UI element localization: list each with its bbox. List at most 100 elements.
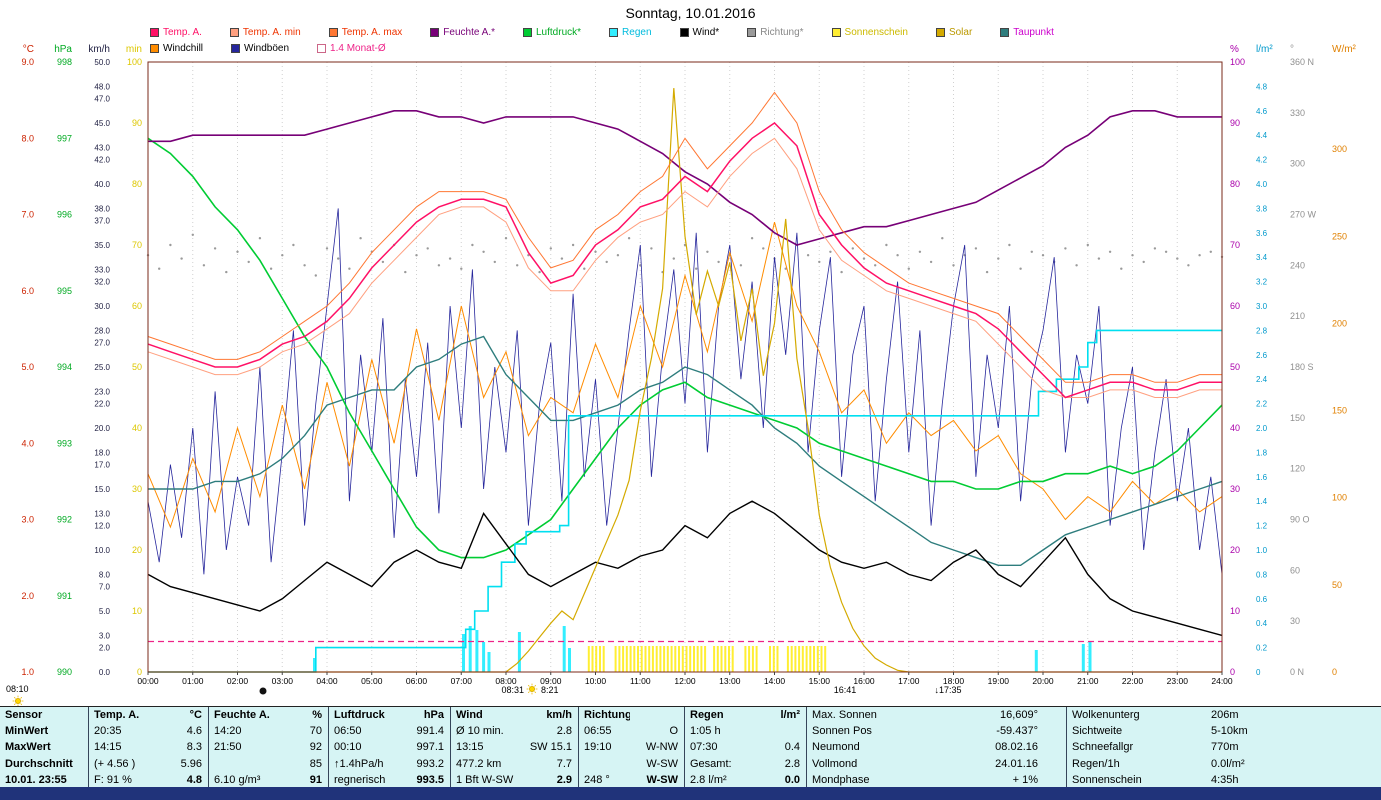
sun-icon	[20, 703, 23, 706]
series-richtung-dot	[471, 243, 474, 247]
series-richtung-dot	[1030, 250, 1034, 253]
sensor-info: 00:10	[328, 739, 392, 756]
sensor-value: 92	[309, 741, 322, 754]
axis-tick-label: 2.8	[1256, 326, 1268, 335]
axis-tick-label: 60	[1230, 301, 1240, 311]
axis-tick-label: 48.0	[94, 82, 110, 91]
time-marker: ↓17:35	[934, 685, 961, 695]
astro-label: Mondphase	[806, 771, 946, 788]
legend-label: Windböen	[244, 43, 290, 54]
axis-tick-label: 0 N	[1290, 667, 1304, 677]
axis-tick-label: 0.8	[1256, 570, 1268, 579]
axis-tick-label: 20	[1230, 545, 1240, 555]
x-tick-label: 04:00	[316, 676, 338, 686]
x-tick-label: 10:00	[585, 676, 607, 686]
series-regen	[148, 329, 1222, 673]
sensor-unit: l/m²	[780, 709, 800, 721]
series-richtung-dot	[292, 243, 295, 247]
sensor-name: Luftdruck	[328, 707, 392, 724]
axis-tick-label: 250	[1332, 231, 1347, 241]
axis-tick-label: 3.2	[1256, 278, 1268, 287]
sensor-info: 19:10	[578, 739, 630, 756]
axis-tick-label: 3.0	[1256, 302, 1268, 311]
sunshine-bar	[644, 646, 647, 672]
series-richtung-dot	[560, 257, 564, 260]
legend-label: Wind*	[692, 27, 720, 38]
sunshine-bar	[633, 646, 636, 672]
axis-tick-label: 50	[1332, 580, 1342, 590]
axis-tick-label: 28.0	[94, 326, 110, 335]
rain-bar	[562, 626, 566, 672]
axis-tick-label: 50.0	[94, 58, 110, 67]
legend-item: Windböen	[231, 43, 289, 54]
axis-unit: hPa	[54, 44, 72, 55]
axis-tick-label: 12.0	[94, 522, 110, 531]
series-richtung-dot	[806, 254, 810, 257]
table-row-header: MaxWert	[5, 741, 51, 754]
series-richtung-dot	[762, 247, 765, 250]
sunshine-bar	[704, 646, 707, 672]
time-marker: 08:10	[6, 684, 29, 694]
sunshine-bar	[805, 646, 808, 672]
misc-value: 0.0l/m²	[1211, 757, 1245, 770]
sensor-name: Richtung	[578, 707, 630, 724]
sunshine-bar	[772, 646, 775, 672]
sunshine-bar	[748, 646, 751, 672]
axis-tick-label: 22.0	[94, 400, 110, 409]
axis-tick-label: 0	[137, 667, 142, 677]
series-richtung-dot	[907, 267, 910, 270]
sunshine-bar	[801, 646, 804, 672]
axis-tick-label: 60	[1290, 565, 1300, 575]
legend-item: Wind*	[679, 27, 720, 38]
legend-swatch-icon	[679, 28, 689, 37]
sensor-info: 21:50	[208, 739, 272, 756]
axis-unit: °C	[23, 44, 34, 55]
sensor-value: 85	[309, 757, 322, 770]
x-tick-label: 17:00	[898, 676, 920, 686]
axis-tick-label: 15.0	[94, 485, 110, 494]
series-temp_min	[147, 137, 1222, 398]
axis-tick-label: 0	[1332, 667, 1337, 677]
axis-tick-label: 60	[132, 301, 142, 311]
sunshine-bar	[790, 646, 793, 672]
x-tick-label: 00:00	[137, 676, 159, 686]
axis-tick-label: 1.2	[1256, 522, 1268, 531]
series-temp_max	[147, 91, 1222, 383]
x-tick-label: 07:00	[451, 676, 473, 686]
sunshine-bar	[655, 646, 658, 672]
sun-icon	[13, 703, 16, 706]
legend-label: Taupunkt	[1013, 27, 1054, 38]
sensor-value: 4.6	[186, 725, 202, 738]
axis-tick-label: 3.8	[1256, 204, 1268, 213]
axis-tick-label: 0.2	[1256, 644, 1268, 653]
astro-label: Neumond	[806, 739, 946, 756]
series-richtung-dot	[180, 257, 183, 260]
sunshine-bar	[728, 646, 730, 672]
axis-unit: min	[126, 44, 142, 55]
axis-unit: %	[1230, 44, 1239, 55]
legend-label: Luftdruck*	[536, 27, 582, 38]
axis-unit: °	[1290, 44, 1294, 55]
series-richtung-dot	[225, 270, 228, 274]
x-tick-label: 22:00	[1122, 676, 1144, 686]
series-richtung-dot	[1075, 264, 1078, 267]
x-tick-label: 13:00	[719, 676, 741, 686]
sunshine-bar	[622, 646, 625, 672]
sunshine-bar	[618, 646, 621, 672]
sensor-name: Temp. A.	[88, 707, 150, 724]
sunshine-bar	[731, 646, 734, 672]
series-richtung-dot	[929, 260, 933, 264]
axis-tick-label: 3.6	[1256, 229, 1268, 238]
sunshine-bar	[689, 646, 692, 672]
x-tick-label: 11:00	[630, 676, 651, 686]
sunshine-bar	[824, 646, 827, 672]
astro-value: -59.437°	[996, 725, 1038, 738]
axis-tick-label: 10	[132, 606, 142, 616]
series-richtung-dot	[415, 254, 418, 257]
legend-label: Feuchte A.*	[443, 27, 495, 38]
sunshine-bar	[666, 646, 669, 672]
series-richtung-dot	[359, 237, 362, 240]
legend-swatch-icon	[831, 28, 841, 37]
sunshine-bar	[651, 646, 654, 672]
axis-tick-label: 180 S	[1290, 362, 1314, 372]
